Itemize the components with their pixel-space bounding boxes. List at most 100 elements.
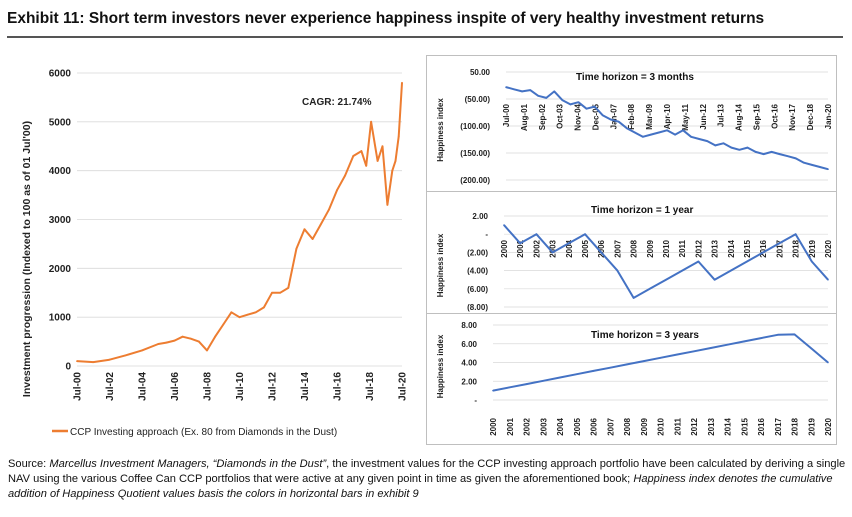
exhibit-title: Exhibit 11: Short term investors never e… <box>7 10 765 27</box>
y-tick-label: 3000 <box>49 215 72 226</box>
x-tick-label: 2019 <box>807 417 816 435</box>
data-point <box>674 133 676 136</box>
data-point <box>592 370 595 372</box>
data-point <box>827 361 829 364</box>
panel-title: Time horizon = 3 months <box>576 72 694 83</box>
investment-y-axis-label: Investment progression (Indexed to 100 a… <box>21 121 33 397</box>
x-tick-label: Dec-18 <box>806 103 815 130</box>
data-point <box>569 103 572 106</box>
data-point <box>793 333 796 336</box>
data-point <box>585 107 588 110</box>
data-point <box>303 228 306 231</box>
x-tick-label: Apr-10 <box>663 103 672 129</box>
series-line-ccp <box>76 82 403 364</box>
data-point <box>794 233 797 235</box>
data-point <box>370 120 373 123</box>
data-point <box>770 151 773 153</box>
data-point <box>746 146 749 149</box>
happiness-charts: 50.00 (50.00) (100.00) (150.00) (200.00) Happ… <box>426 55 837 445</box>
data-point <box>625 127 628 129</box>
data-point <box>634 131 636 134</box>
source-italic-happiness-note: Happiness index denotes the cumulative a… <box>8 473 833 500</box>
data-point <box>505 86 507 88</box>
data-point <box>600 251 602 254</box>
data-point <box>626 363 628 366</box>
data-point <box>197 340 200 343</box>
data-point <box>584 233 586 235</box>
data-point <box>810 347 813 350</box>
data-point <box>593 105 596 108</box>
data-point <box>754 151 757 153</box>
data-point <box>279 291 282 294</box>
y-tick-label: 1000 <box>49 313 72 324</box>
x-tick-label: 2012 <box>694 239 703 257</box>
y-tick-label: 2.00 <box>472 212 488 221</box>
data-point <box>778 242 781 245</box>
data-point <box>222 323 225 326</box>
data-point <box>553 90 556 93</box>
happiness-charts-frame <box>426 55 837 445</box>
data-point <box>542 379 545 382</box>
y-tick-label: 4000 <box>49 166 72 177</box>
data-point <box>352 155 355 157</box>
data-point <box>568 242 570 245</box>
data-point <box>690 136 692 138</box>
data-point <box>762 153 765 155</box>
data-point <box>819 166 821 168</box>
data-point <box>165 341 168 344</box>
data-point <box>697 260 700 263</box>
x-tick-label: Jul-14 <box>300 372 311 401</box>
x-tick-label: 2008 <box>623 417 632 435</box>
legend-label: CCP Investing approach (Ex. 80 from Diam… <box>70 427 337 438</box>
data-point <box>575 373 578 376</box>
x-tick-label: 2002 <box>523 417 532 435</box>
data-point <box>730 146 733 149</box>
data-point <box>537 94 539 97</box>
data-point <box>157 343 160 345</box>
data-point <box>650 133 652 136</box>
panel-1-year: 2.00 - (2.00) (4.00) (6.00) (8.00) Happiness i… <box>426 191 837 312</box>
x-tick-label: 2005 <box>573 417 582 435</box>
x-tick-label: 2003 <box>539 417 548 435</box>
x-tick-label: Mar-09 <box>645 103 654 129</box>
data-point <box>706 140 709 142</box>
data-point <box>525 383 528 385</box>
data-point <box>336 189 338 192</box>
data-point <box>795 157 797 160</box>
x-tick-label: Jul-00 <box>502 103 511 127</box>
y-tick-label: (4.00) <box>467 267 488 276</box>
y-tick-label: - <box>474 396 477 405</box>
x-tick-label: Sep-15 <box>752 103 761 130</box>
data-point <box>743 340 746 343</box>
data-point <box>713 278 716 281</box>
data-point <box>535 233 538 235</box>
panel-3-months: 50.00 (50.00) (100.00) (150.00) (200.00) Happ… <box>436 68 833 185</box>
data-point <box>92 361 95 363</box>
source-prefix: Source: <box>8 458 50 470</box>
data-point <box>397 135 400 138</box>
data-point <box>262 306 265 309</box>
x-tick-label: 2018 <box>791 417 800 435</box>
data-point <box>676 353 679 356</box>
data-point <box>803 161 805 164</box>
x-tick-label: Jul-02 <box>105 372 116 401</box>
x-tick-label: Jan-07 <box>609 103 618 129</box>
y-tick-label: 2.00 <box>461 377 477 386</box>
y-tick-label: 6000 <box>49 69 72 80</box>
data-point <box>827 278 829 281</box>
data-point <box>214 335 217 338</box>
data-point <box>551 251 554 254</box>
x-tick-label: 2001 <box>506 417 515 435</box>
y-tick-label: (8.00) <box>467 303 488 312</box>
data-point <box>722 142 725 145</box>
y-tick-label: 6.00 <box>461 340 477 349</box>
y-tick-label: (50.00) <box>465 95 491 104</box>
data-point <box>173 339 176 342</box>
data-point <box>659 357 662 359</box>
x-tick-label: 2011 <box>673 417 682 435</box>
data-point <box>561 99 564 101</box>
data-point <box>617 120 620 123</box>
source-note: Source: Marcellus Investment Managers, “… <box>8 457 846 502</box>
data-point <box>649 288 651 290</box>
data-point <box>709 347 712 349</box>
